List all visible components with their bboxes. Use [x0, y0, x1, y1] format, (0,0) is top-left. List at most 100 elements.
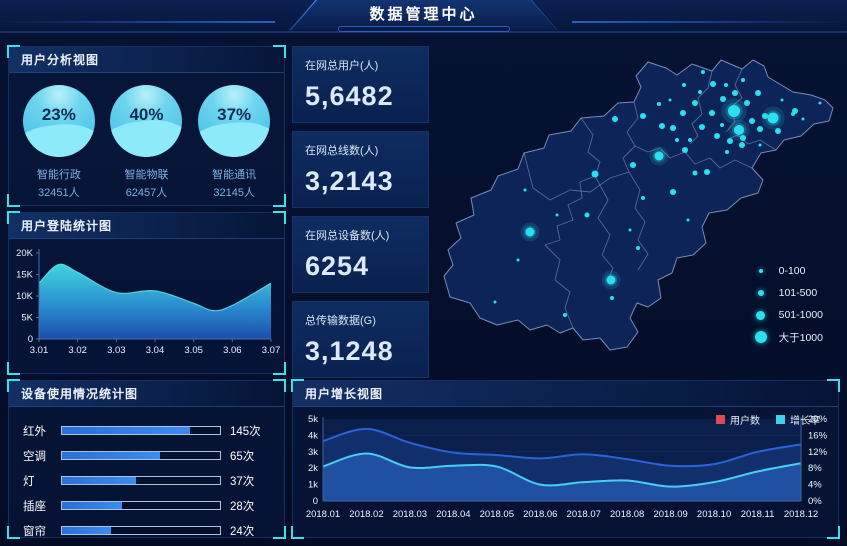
- bar-label: 插座: [23, 500, 46, 513]
- stat-label: 在网总用户(人): [305, 60, 379, 72]
- legend-label: 大于1000: [778, 331, 823, 344]
- bar-track: [61, 501, 221, 510]
- title-underline: [337, 26, 510, 32]
- svg-text:3.03: 3.03: [107, 345, 126, 356]
- svg-text:2018.02: 2018.02: [349, 509, 383, 520]
- gauge-count: 32145人: [213, 187, 255, 199]
- stat-card: 总传输数据(G) 3,1248: [292, 301, 429, 378]
- bar-fill: [62, 527, 111, 534]
- legend-dot: [757, 290, 764, 296]
- bar-fill: [62, 502, 123, 509]
- gauge-percent: 23%: [41, 105, 76, 124]
- stat-value: 5,6482: [305, 81, 394, 111]
- svg-text:10K: 10K: [16, 291, 34, 302]
- legend-dot-box: [753, 331, 769, 343]
- legend-marker: [716, 415, 725, 424]
- stat-value: 3,2143: [305, 166, 394, 196]
- legend-label: 501-1000: [778, 309, 823, 321]
- svg-text:2018.11: 2018.11: [741, 509, 775, 520]
- device-bar-row: 灯 37次: [23, 472, 270, 489]
- header-accent-line-right: [572, 21, 847, 23]
- legend-label: 用户数: [730, 416, 760, 427]
- gauge-circle: 23%: [22, 85, 95, 157]
- svg-text:8%: 8%: [808, 463, 822, 474]
- map-internal-borders: [523, 68, 777, 329]
- panel-title-user-analysis: 用户分析视图: [9, 47, 284, 73]
- bar-track: [61, 451, 221, 460]
- bar-track: [61, 476, 221, 485]
- device-bar-row: 插座 28次: [23, 497, 270, 514]
- stat-label: 在网总设备数(人): [305, 230, 390, 242]
- svg-text:4%: 4%: [808, 480, 822, 491]
- stat-card: 在网总线数(人) 3,2143: [292, 131, 429, 208]
- svg-text:2018.04: 2018.04: [436, 509, 470, 520]
- stat-value: 6254: [305, 251, 370, 281]
- gauge-circle: 40%: [110, 85, 183, 157]
- map-legend-item: 0-100: [753, 260, 823, 282]
- svg-text:2018.06: 2018.06: [523, 509, 557, 520]
- legend-label: 101-500: [778, 287, 818, 299]
- svg-text:20K: 20K: [16, 248, 34, 259]
- legend-label: 增长率: [790, 416, 820, 427]
- page-title: 数据管理中心: [369, 6, 478, 23]
- bar-fill: [62, 427, 190, 434]
- svg-text:3k: 3k: [308, 447, 318, 458]
- bar-value: 37次: [230, 475, 255, 488]
- device-bar-row: 空调 65次: [23, 447, 270, 464]
- stat-card-column: 在网总用户(人) 5,6482 在网总线数(人) 3,2143 在网总设备数(人) 625…: [292, 46, 429, 378]
- map-legend: 0-100 101-500 501-1000 大于1000: [753, 260, 823, 348]
- stat-card: 在网总用户(人) 5,6482: [292, 46, 429, 123]
- device-bar-row: 窗帘 24次: [23, 522, 270, 539]
- svg-text:1k: 1k: [308, 480, 318, 491]
- panel-title-device-usage: 设备使用情况统计图: [9, 381, 284, 407]
- gauge-count: 62457人: [125, 187, 168, 199]
- svg-text:3.06: 3.06: [223, 345, 242, 356]
- device-bar-chart: 红外 145次 空调 65次灯 37次插座 28次窗帘 24次: [9, 407, 284, 539]
- legend-dot-box: [753, 269, 769, 273]
- device-bar-row: 红外 145次: [23, 422, 270, 439]
- growth-area-chart: 0 1k 2k 3k 4k 5k 0% 4% 8% 12% 16% 20% 2018.01 2018.02…: [306, 414, 828, 520]
- svg-text:2018.09: 2018.09: [653, 509, 687, 520]
- stat-label: 在网总线数(人): [305, 145, 379, 157]
- map-scatter-dots: [493, 70, 822, 317]
- bar-track: [61, 526, 221, 535]
- liquid-gauge: 37% 智能通讯 32145人: [192, 85, 276, 200]
- bar-value: 24次: [230, 525, 255, 538]
- bar-track: [61, 426, 221, 435]
- panel-user-growth: 用户增长视图 用户数 增长率 0 1k 2k 3k 4k 5k 0% 4% 8% 12% 16% 20%…: [291, 379, 840, 539]
- svg-text:2018.12: 2018.12: [784, 509, 818, 520]
- map-legend-item: 501-1000: [753, 304, 823, 326]
- svg-text:2018.07: 2018.07: [567, 509, 601, 520]
- svg-text:5k: 5k: [308, 414, 318, 425]
- bar-label: 窗帘: [23, 525, 46, 538]
- gauge-count: 32451人: [38, 187, 80, 199]
- liquid-gauge: 40% 智能物联 62457人: [104, 85, 188, 200]
- svg-text:2018.01: 2018.01: [306, 509, 340, 520]
- gauge-name: 智能通讯: [212, 169, 257, 181]
- bar-value: 28次: [230, 500, 255, 513]
- gauge-group: 23% 智能行政 32451人 40% 智能物联 62457人 37% 智能通讯 32145人: [9, 73, 284, 200]
- svg-text:16%: 16%: [808, 430, 828, 441]
- legend-item: 用户数: [716, 412, 760, 427]
- svg-text:0%: 0%: [808, 496, 822, 507]
- stat-label: 总传输数据(G): [305, 315, 376, 327]
- stat-card: 在网总设备数(人) 6254: [292, 216, 429, 293]
- svg-text:3.02: 3.02: [68, 345, 87, 356]
- province-map: [443, 59, 834, 351]
- gauge-percent: 40%: [129, 105, 164, 124]
- panel-title-user-growth: 用户增长视图: [293, 381, 838, 407]
- legend-label: 0-100: [778, 265, 806, 277]
- bar-label: 灯: [23, 475, 35, 488]
- svg-text:2018.03: 2018.03: [393, 509, 427, 520]
- gauge-circle: 37%: [198, 85, 271, 157]
- panel-user-analysis: 用户分析视图 23% 智能行政 32451人 40% 智能物联 62457人 37% 智能通讯…: [7, 45, 286, 207]
- login-area-chart: 0 5K 10K 15K 20K 3.01 3.02 3.03 3.04 3.05 3.06 3.07: [16, 248, 280, 356]
- panel-device-usage: 设备使用情况统计图 红外 145次 空调 65次灯 37次插座 28次窗帘 24次: [7, 379, 286, 539]
- liquid-gauge: 23% 智能行政 32451人: [17, 85, 101, 200]
- growth-chart-legend: 用户数 增长率: [716, 412, 820, 427]
- svg-text:15K: 15K: [16, 270, 34, 281]
- map-container: 0-100 101-500 501-1000 大于1000: [430, 40, 847, 374]
- bar-label: 空调: [23, 450, 46, 463]
- panel-title-login-stats: 用户登陆统计图: [9, 213, 284, 239]
